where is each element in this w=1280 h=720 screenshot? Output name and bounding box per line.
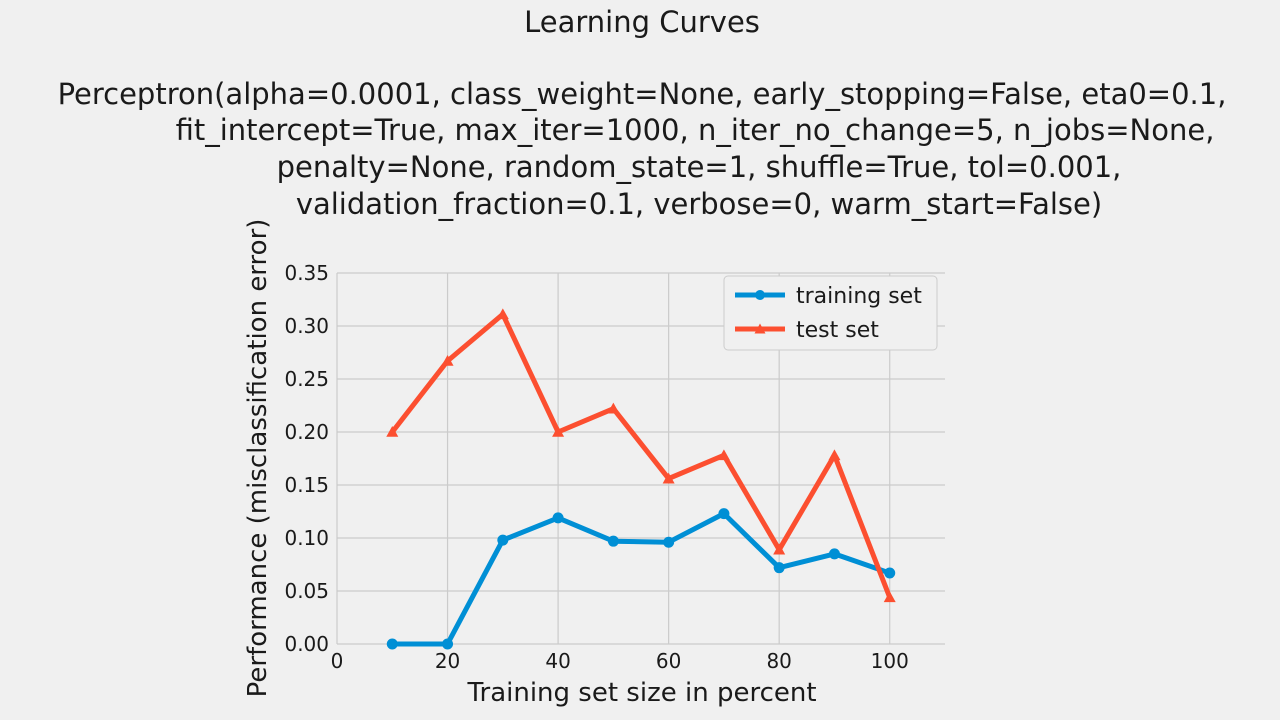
data-point-training-set <box>828 548 840 560</box>
chart-subtitle-line-2: fit_intercept=True, max_iter=1000, n_ite… <box>176 113 1215 147</box>
data-point-test-set <box>883 591 896 603</box>
y-tick-label: 0.15 <box>284 473 329 497</box>
grid-lines <box>336 272 945 645</box>
chart-subtitle-line-1: Perceptron(alpha=0.0001, class_weight=No… <box>58 77 1227 111</box>
y-axis-label: Performance (misclassification error) <box>243 219 273 698</box>
data-point-training-set <box>718 508 730 520</box>
x-tick-label: 20 <box>435 649 460 673</box>
x-axis-label: Training set size in percent <box>466 678 816 708</box>
data-point-test-set <box>773 543 786 555</box>
data-point-test-set <box>828 449 841 461</box>
y-tick-label: 0.35 <box>284 261 329 285</box>
data-point-test-set <box>441 354 454 366</box>
data-point-training-set <box>607 535 619 547</box>
data-point-test-set <box>496 308 509 320</box>
series-line-test-set <box>390 311 893 599</box>
data-point-training-set <box>663 536 675 548</box>
data-point-test-set <box>662 472 675 484</box>
chart-title: Learning Curves <box>524 5 760 39</box>
data-point-test-set <box>386 426 399 437</box>
legend-marker-test-set <box>754 323 766 334</box>
x-tick-label: 40 <box>545 649 570 673</box>
legend-marker-training-set <box>755 290 765 300</box>
y-tick-label: 0.05 <box>284 579 329 603</box>
tick-labels: 0.00 0.05 0.10 0.15 0.20 0.25 0.30 0.35 0 20 40 60 8… <box>284 261 908 673</box>
data-point-test-set <box>717 449 730 461</box>
chart-subtitle-line-3: penalty=None, random_state=1, shuffle=Tr… <box>277 150 1122 184</box>
data-point-training-set <box>552 512 564 524</box>
data-point-training-set <box>442 638 454 650</box>
y-tick-label: 0.00 <box>284 632 329 656</box>
y-tick-label: 0.25 <box>284 367 329 391</box>
series-line-training-set <box>392 511 891 647</box>
x-tick-label: 0 <box>331 649 344 673</box>
y-tick-label: 0.30 <box>284 314 329 338</box>
x-tick-label: 100 <box>871 649 909 673</box>
data-point-test-set <box>607 402 620 414</box>
chart-subtitle-line-4: validation_fraction=0.1, verbose=0, warm… <box>296 187 1102 221</box>
data-point-test-set <box>552 426 565 437</box>
data-series <box>386 308 896 650</box>
data-point-training-set <box>773 562 785 574</box>
data-point-training-set <box>386 638 398 650</box>
data-point-training-set <box>884 567 896 579</box>
x-tick-label: 80 <box>766 649 791 673</box>
legend-label-test-set: test set <box>796 318 879 343</box>
x-tick-label: 60 <box>656 649 681 673</box>
y-tick-label: 0.20 <box>284 420 329 444</box>
legend: training set test set <box>723 275 938 351</box>
data-point-training-set <box>497 534 509 546</box>
legend-label-training-set: training set <box>796 284 922 309</box>
y-tick-label: 0.10 <box>284 526 329 550</box>
